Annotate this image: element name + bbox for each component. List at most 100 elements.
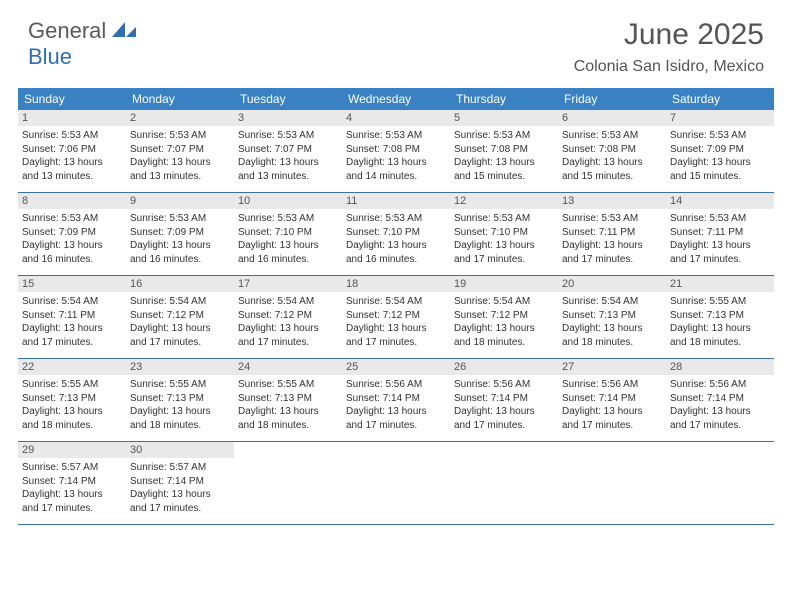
day-cell: 27 Sunrise: 5:56 AMSunset: 7:14 PMDayligh…: [558, 359, 666, 441]
day-number: 11: [342, 193, 450, 209]
day-cell: 18 Sunrise: 5:54 AMSunset: 7:12 PMDayligh…: [342, 276, 450, 358]
day-number: 13: [558, 193, 666, 209]
day-cell: 2 Sunrise: 5:53 AMSunset: 7:07 PMDaylight…: [126, 110, 234, 192]
logo-sail-icon: [112, 19, 138, 44]
weekday-header: Wednesday: [342, 88, 450, 110]
day-details: Sunrise: 5:56 AMSunset: 7:14 PMDaylight:…: [670, 378, 770, 432]
day-cell: 21 Sunrise: 5:55 AMSunset: 7:13 PMDayligh…: [666, 276, 774, 358]
day-number: 2: [126, 110, 234, 126]
day-number: 9: [126, 193, 234, 209]
week-row: 1 Sunrise: 5:53 AMSunset: 7:06 PMDaylight…: [18, 110, 774, 193]
day-cell: 30 Sunrise: 5:57 AMSunset: 7:14 PMDayligh…: [126, 442, 234, 524]
day-number: 5: [450, 110, 558, 126]
day-details: Sunrise: 5:57 AMSunset: 7:14 PMDaylight:…: [22, 461, 122, 515]
location-label: Colonia San Isidro, Mexico: [574, 58, 764, 76]
day-cell: 15Sunrise: 5:54 AMSunset: 7:11 PMDayligh…: [18, 276, 126, 358]
day-number: 16: [126, 276, 234, 292]
weekday-header: Friday: [558, 88, 666, 110]
day-cell: 8 Sunrise: 5:53 AMSunset: 7:09 PMDaylight…: [18, 193, 126, 275]
day-details: Sunrise: 5:53 AMSunset: 7:07 PMDaylight:…: [130, 129, 230, 183]
day-details: Sunrise: 5:53 AMSunset: 7:11 PMDaylight:…: [562, 212, 662, 266]
day-details: Sunrise: 5:54 AMSunset: 7:12 PMDaylight:…: [454, 295, 554, 349]
week-row: 22Sunrise: 5:55 AMSunset: 7:13 PMDayligh…: [18, 359, 774, 442]
day-details: Sunrise: 5:54 AMSunset: 7:11 PMDaylight:…: [22, 295, 122, 349]
day-cell: 7 Sunrise: 5:53 AMSunset: 7:09 PMDaylight…: [666, 110, 774, 192]
day-cell: 19 Sunrise: 5:54 AMSunset: 7:12 PMDayligh…: [450, 276, 558, 358]
weekday-header-row: SundayMondayTuesdayWednesdayThursdayFrid…: [18, 88, 774, 110]
day-cell: 20 Sunrise: 5:54 AMSunset: 7:13 PMDayligh…: [558, 276, 666, 358]
day-number: 30: [126, 442, 234, 458]
day-cell: [666, 442, 774, 524]
day-details: Sunrise: 5:55 AMSunset: 7:13 PMDaylight:…: [238, 378, 338, 432]
day-details: Sunrise: 5:56 AMSunset: 7:14 PMDaylight:…: [346, 378, 446, 432]
day-number: 19: [450, 276, 558, 292]
day-details: Sunrise: 5:53 AMSunset: 7:09 PMDaylight:…: [22, 212, 122, 266]
day-cell: 17Sunrise: 5:54 AMSunset: 7:12 PMDayligh…: [234, 276, 342, 358]
day-number: 8: [18, 193, 126, 209]
day-cell: [558, 442, 666, 524]
day-details: Sunrise: 5:53 AMSunset: 7:07 PMDaylight:…: [238, 129, 338, 183]
day-details: Sunrise: 5:53 AMSunset: 7:09 PMDaylight:…: [670, 129, 770, 183]
logo: General: [28, 18, 140, 44]
day-cell: 24 Sunrise: 5:55 AMSunset: 7:13 PMDayligh…: [234, 359, 342, 441]
day-details: Sunrise: 5:53 AMSunset: 7:08 PMDaylight:…: [562, 129, 662, 183]
day-number: 6: [558, 110, 666, 126]
day-cell: 9Sunrise: 5:53 AMSunset: 7:09 PMDaylight…: [126, 193, 234, 275]
day-details: Sunrise: 5:53 AMSunset: 7:10 PMDaylight:…: [346, 212, 446, 266]
day-number: 1: [18, 110, 126, 126]
day-cell: 4 Sunrise: 5:53 AMSunset: 7:08 PMDaylight…: [342, 110, 450, 192]
day-number: 27: [558, 359, 666, 375]
month-title: June 2025: [574, 18, 764, 52]
day-cell: 29 Sunrise: 5:57 AMSunset: 7:14 PMDayligh…: [18, 442, 126, 524]
logo-text-general: General: [28, 18, 106, 44]
day-cell: 11 Sunrise: 5:53 AMSunset: 7:10 PMDayligh…: [342, 193, 450, 275]
day-number: 18: [342, 276, 450, 292]
day-cell: 23 Sunrise: 5:55 AMSunset: 7:13 PMDayligh…: [126, 359, 234, 441]
day-number: 3: [234, 110, 342, 126]
day-number: 22: [18, 359, 126, 375]
day-details: Sunrise: 5:55 AMSunset: 7:13 PMDaylight:…: [130, 378, 230, 432]
day-cell: [234, 442, 342, 524]
title-block: June 2025 Colonia San Isidro, Mexico: [574, 18, 764, 76]
weekday-header: Tuesday: [234, 88, 342, 110]
day-details: Sunrise: 5:54 AMSunset: 7:13 PMDaylight:…: [562, 295, 662, 349]
weekday-header: Monday: [126, 88, 234, 110]
day-number: 7: [666, 110, 774, 126]
day-number: 14: [666, 193, 774, 209]
day-cell: 25Sunrise: 5:56 AMSunset: 7:14 PMDayligh…: [342, 359, 450, 441]
weekday-header: Sunday: [18, 88, 126, 110]
day-number: 23: [126, 359, 234, 375]
day-details: Sunrise: 5:57 AMSunset: 7:14 PMDaylight:…: [130, 461, 230, 515]
day-cell: 28 Sunrise: 5:56 AMSunset: 7:14 PMDayligh…: [666, 359, 774, 441]
day-cell: [450, 442, 558, 524]
day-number: 24: [234, 359, 342, 375]
page-header: General June 2025 Colonia San Isidro, Me…: [0, 0, 792, 82]
day-number: 29: [18, 442, 126, 458]
day-cell: 5 Sunrise: 5:53 AMSunset: 7:08 PMDaylight…: [450, 110, 558, 192]
day-number: 4: [342, 110, 450, 126]
day-details: Sunrise: 5:55 AMSunset: 7:13 PMDaylight:…: [22, 378, 122, 432]
day-details: Sunrise: 5:53 AMSunset: 7:08 PMDaylight:…: [346, 129, 446, 183]
day-cell: 3 Sunrise: 5:53 AMSunset: 7:07 PMDaylight…: [234, 110, 342, 192]
week-row: 8 Sunrise: 5:53 AMSunset: 7:09 PMDaylight…: [18, 193, 774, 276]
day-number: 21: [666, 276, 774, 292]
day-number: 17: [234, 276, 342, 292]
day-cell: 26Sunrise: 5:56 AMSunset: 7:14 PMDayligh…: [450, 359, 558, 441]
week-row: 15Sunrise: 5:54 AMSunset: 7:11 PMDayligh…: [18, 276, 774, 359]
day-cell: 14Sunrise: 5:53 AMSunset: 7:11 PMDayligh…: [666, 193, 774, 275]
day-details: Sunrise: 5:53 AMSunset: 7:10 PMDaylight:…: [238, 212, 338, 266]
day-cell: 12Sunrise: 5:53 AMSunset: 7:10 PMDayligh…: [450, 193, 558, 275]
weekday-header: Saturday: [666, 88, 774, 110]
day-details: Sunrise: 5:54 AMSunset: 7:12 PMDaylight:…: [346, 295, 446, 349]
day-number: 20: [558, 276, 666, 292]
day-details: Sunrise: 5:55 AMSunset: 7:13 PMDaylight:…: [670, 295, 770, 349]
day-details: Sunrise: 5:53 AMSunset: 7:06 PMDaylight:…: [22, 129, 122, 183]
day-number: 28: [666, 359, 774, 375]
day-cell: 16Sunrise: 5:54 AMSunset: 7:12 PMDayligh…: [126, 276, 234, 358]
day-cell: [342, 442, 450, 524]
day-details: Sunrise: 5:53 AMSunset: 7:08 PMDaylight:…: [454, 129, 554, 183]
day-details: Sunrise: 5:56 AMSunset: 7:14 PMDaylight:…: [562, 378, 662, 432]
weekday-header: Thursday: [450, 88, 558, 110]
day-cell: 10Sunrise: 5:53 AMSunset: 7:10 PMDayligh…: [234, 193, 342, 275]
day-details: Sunrise: 5:53 AMSunset: 7:10 PMDaylight:…: [454, 212, 554, 266]
